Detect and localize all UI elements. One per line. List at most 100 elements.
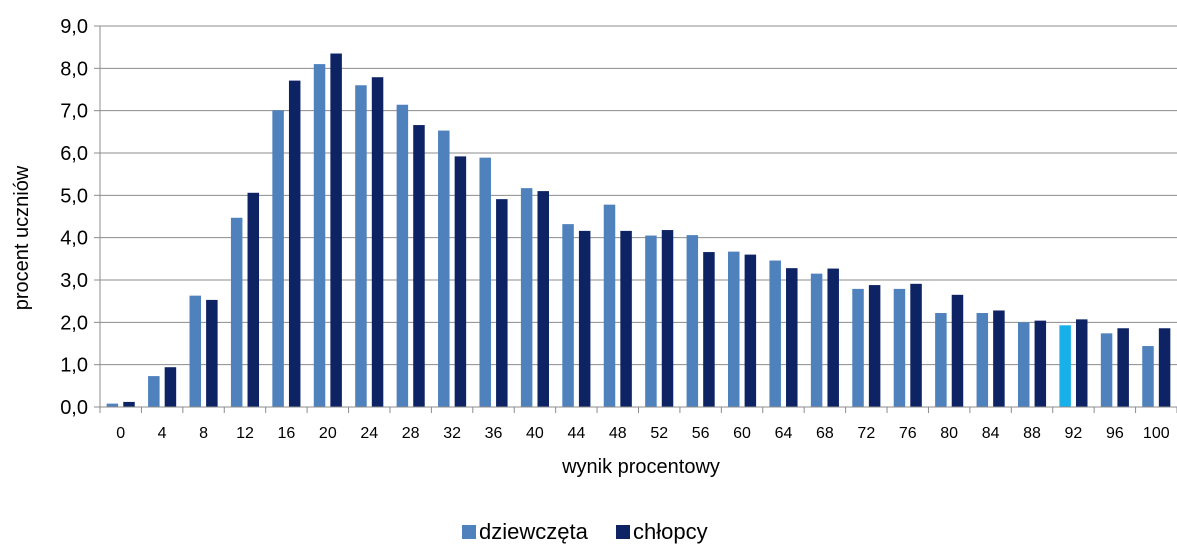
bar-chlopcy [496, 199, 508, 407]
bar-chlopcy [123, 402, 135, 407]
x-tick-label: 16 [278, 425, 296, 442]
x-tick-label: 72 [857, 425, 875, 442]
bar-chlopcy [910, 284, 922, 407]
x-axis-title: wynik procentowy [561, 456, 720, 478]
bar-dziewczeta [769, 261, 781, 407]
x-tick-label: 76 [899, 425, 917, 442]
bar-chlopcy [289, 81, 301, 407]
x-tick-label: 28 [402, 425, 420, 442]
legend-label-chlopcy: chłopcy [633, 519, 708, 544]
y-tick-label: 6,0 [60, 143, 88, 165]
bar-chlopcy [165, 367, 177, 407]
bar-chlopcy [1076, 319, 1088, 407]
bar-dziewczeta [645, 236, 657, 407]
bar-chlopcy [703, 252, 715, 407]
bar-dziewczeta [438, 131, 450, 407]
x-tick-label: 4 [158, 425, 167, 442]
y-tick-label: 5,0 [60, 185, 88, 207]
x-tick-label: 88 [1023, 425, 1041, 442]
bar-chlopcy [662, 230, 674, 407]
x-tick-label: 80 [940, 425, 958, 442]
bar-chlopcy [1117, 328, 1129, 407]
bar-dziewczeta [894, 289, 906, 407]
axes [100, 26, 1177, 413]
x-tick-label: 40 [526, 425, 544, 442]
x-tick-label: 36 [485, 425, 503, 442]
bar-chlopcy [745, 255, 757, 407]
bar-dziewczeta [687, 235, 699, 407]
x-tick-label: 64 [775, 425, 793, 442]
bar-dziewczeta [1101, 333, 1113, 407]
bar-dziewczeta [1059, 325, 1071, 407]
bar-dziewczeta [355, 85, 367, 407]
bar-chlopcy [413, 125, 425, 407]
x-tick-label: 20 [319, 425, 337, 442]
y-axis-title: procent uczniów [11, 165, 33, 310]
x-tick-label: 100 [1143, 425, 1170, 442]
bars [107, 54, 1171, 407]
y-tick-label: 4,0 [60, 228, 88, 250]
y-tick-label: 8,0 [60, 58, 88, 80]
bar-dziewczeta [272, 110, 284, 407]
y-tick-label: 2,0 [60, 312, 88, 334]
bar-chlopcy [786, 268, 798, 407]
x-tick-label: 84 [982, 425, 1000, 442]
bar-dziewczeta [231, 218, 243, 407]
bar-dziewczeta [562, 224, 574, 407]
x-tick-label: 12 [236, 425, 254, 442]
x-tick-label: 24 [360, 425, 378, 442]
x-tick-labels: 0 4 8 12 16 20 24 28 32 36 40 44 48 52 56 60 64 68 72 76 80 8… [116, 425, 1169, 442]
x-tick-label: 52 [650, 425, 668, 442]
x-tick-label: 60 [733, 425, 751, 442]
bar-dziewczeta [479, 158, 491, 407]
x-tick-label: 48 [609, 425, 627, 442]
bar-dziewczeta [811, 274, 823, 407]
legend: dziewczęta chłopcy [462, 519, 708, 544]
y-tick-label: 1,0 [60, 355, 88, 377]
bar-chlopcy [952, 295, 964, 407]
bar-dziewczeta [1018, 322, 1030, 407]
bar-chlopcy [869, 285, 881, 407]
y-tick-label: 9,0 [60, 16, 88, 38]
bar-dziewczeta [935, 313, 947, 407]
bar-chlopcy [455, 156, 467, 407]
bar-dziewczeta [314, 64, 326, 407]
legend-label-dziewczeta: dziewczęta [479, 519, 589, 544]
bar-chlopcy [1035, 321, 1047, 407]
bar-chlopcy [537, 191, 549, 407]
x-tick-label: 68 [816, 425, 834, 442]
bar-dziewczeta [190, 296, 202, 407]
x-tick-label: 92 [1065, 425, 1083, 442]
bar-chlopcy [330, 54, 342, 407]
bar-dziewczeta [604, 205, 616, 407]
x-tick-label: 44 [567, 425, 585, 442]
bar-chlopcy [1159, 328, 1171, 407]
legend-swatch-chlopcy [616, 525, 630, 539]
bar-dziewczeta [107, 404, 119, 407]
bar-dziewczeta [148, 376, 160, 407]
bar-chlopcy [579, 231, 591, 407]
x-tick-label: 8 [199, 425, 208, 442]
y-tick-label: 3,0 [60, 270, 88, 292]
bar-chlopcy [620, 231, 632, 407]
y-tick-label: 0,0 [60, 397, 88, 419]
y-tick-labels: 0,0 1,0 2,0 3,0 4,0 5,0 6,0 7,0 8,0 9,0 [60, 16, 88, 419]
bar-chlopcy [827, 269, 839, 407]
y-tick-label: 7,0 [60, 101, 88, 123]
bar-dziewczeta [397, 105, 409, 407]
legend-swatch-dziewczeta [462, 525, 476, 539]
bar-dziewczeta [852, 289, 864, 407]
bar-dziewczeta [1142, 346, 1154, 407]
bar-dziewczeta [977, 313, 989, 407]
x-tick-label: 56 [692, 425, 710, 442]
x-tick-label: 0 [116, 425, 125, 442]
bar-chlopcy [248, 193, 260, 407]
bar-chlopcy [993, 310, 1005, 407]
bar-dziewczeta [521, 188, 533, 407]
bar-dziewczeta [728, 252, 740, 407]
x-tick-label: 96 [1106, 425, 1124, 442]
bar-chlopcy [372, 77, 384, 407]
x-tick-label: 32 [443, 425, 461, 442]
